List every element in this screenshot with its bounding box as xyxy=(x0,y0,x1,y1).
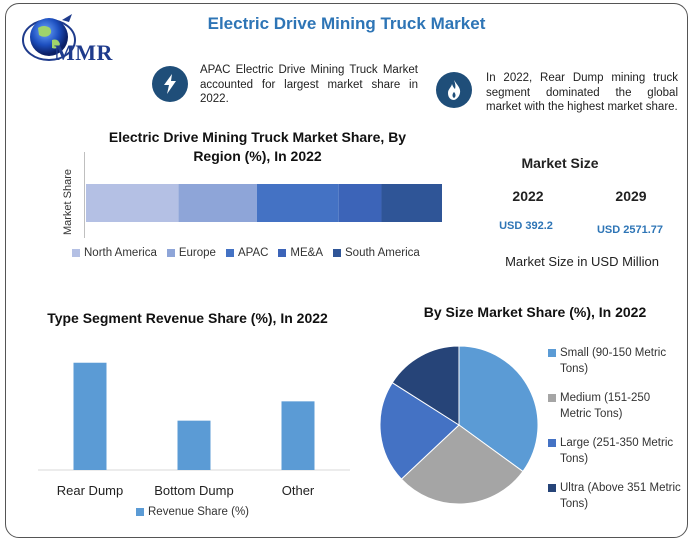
info-rear-dump: In 2022, Rear Dump mining truck segment … xyxy=(486,72,678,113)
region-segment-me-a xyxy=(338,184,382,222)
market-size-year-2022: 2022 xyxy=(512,188,544,204)
legend-swatch xyxy=(225,249,234,257)
market-size-title: Market Size xyxy=(521,155,599,171)
region-legend-item-south-america: South America xyxy=(333,247,420,259)
type-legend-label: Revenue Share (%) xyxy=(148,506,249,518)
region-chart-axis xyxy=(84,152,85,238)
legend-label: Medium (151-250 Metric Tons) xyxy=(560,392,651,420)
legend-swatch xyxy=(548,394,556,402)
legend-swatch xyxy=(278,249,287,257)
pie-legend-item-small: Small (90-150 Metric Tons) xyxy=(548,345,683,377)
legend-swatch xyxy=(548,439,556,447)
region-chart-title: Electric Drive Mining Truck Market Share… xyxy=(108,129,407,164)
legend-swatch xyxy=(72,249,80,257)
legend-swatch xyxy=(166,249,175,257)
region-stacked-bar xyxy=(86,184,442,222)
region-segment-north-america xyxy=(86,184,179,222)
legend-label: APAC xyxy=(237,247,269,259)
globe-icon xyxy=(22,14,76,61)
pie-slice-large xyxy=(379,381,460,480)
legend-label: Ultra (Above 351 Metric Tons) xyxy=(560,482,681,510)
size-pie-chart xyxy=(379,345,539,505)
legend-label: North America xyxy=(84,247,157,259)
pie-slice-medium xyxy=(400,424,524,505)
pie-legend-item-ultra: Ultra (Above 351 Metric Tons) xyxy=(548,480,683,512)
legend-label: Small (90-150 Metric Tons) xyxy=(560,347,667,375)
region-chart-ylabel: Market Share xyxy=(62,168,74,236)
legend-swatch xyxy=(548,349,556,357)
region-segment-europe xyxy=(178,184,257,222)
type-tick-other: Other xyxy=(282,483,315,498)
legend-label: Europe xyxy=(178,247,216,259)
info-apac: APAC Electric Drive Mining Truck Market … xyxy=(200,64,418,105)
legend-label: ME&A xyxy=(290,247,324,259)
type-tick-rear-dump: Rear Dump xyxy=(57,483,123,498)
lightning-icon xyxy=(152,66,188,102)
region-legend-item-me-a: ME&A xyxy=(278,247,323,259)
legend-label: South America xyxy=(345,247,420,259)
pie-legend: Small (90-150 Metric Tons) Medium (151-25… xyxy=(548,345,683,525)
legend-swatch xyxy=(333,249,342,257)
legend-label: Large (251-350 Metric Tons) xyxy=(560,437,674,465)
legend-swatch xyxy=(548,484,556,492)
mmr-logo: MMR xyxy=(14,10,149,68)
region-legend-item-europe: Europe xyxy=(166,247,216,259)
market-size-value-2022: USD 392.2 xyxy=(499,220,553,232)
type-chart-title: Type Segment Revenue Share (%), In 2022 xyxy=(47,310,328,326)
market-size-value-2029: USD 2571.77 xyxy=(596,224,664,236)
page-title: Electric Drive Mining Truck Market xyxy=(207,14,486,33)
region-legend: North America Europe APAC ME&A South America xyxy=(72,247,452,259)
type-tick-bottom-dump: Bottom Dump xyxy=(154,483,233,498)
type-legend: Revenue Share (%) xyxy=(136,506,249,518)
pie-legend-item-medium: Medium (151-250 Metric Tons) xyxy=(548,390,683,422)
pie-slice-ultra xyxy=(391,345,460,426)
page-frame xyxy=(5,3,688,538)
flame-icon xyxy=(436,72,472,108)
market-size-year-2029: 2029 xyxy=(615,188,647,204)
region-segment-apac xyxy=(256,184,339,222)
type-bar-other xyxy=(281,401,315,470)
region-legend-item-north-america: North America xyxy=(72,247,157,259)
type-legend-swatch xyxy=(136,508,144,516)
region-legend-item-apac: APAC xyxy=(225,247,269,259)
type-bar-bottom-dump xyxy=(177,420,211,470)
pie-slice-small xyxy=(458,345,539,473)
logo-text: MMR xyxy=(54,40,113,65)
region-chart-ylabel-wrap: Market Share xyxy=(54,160,74,250)
pie-legend-item-large: Large (251-350 Metric Tons) xyxy=(548,435,683,467)
pie-chart-title: By Size Market Share (%), In 2022 xyxy=(423,304,647,320)
region-segment-south-america xyxy=(381,184,442,222)
market-size-unit: Market Size in USD Million xyxy=(505,254,659,269)
type-bar-chart: Rear Dump Bottom Dump Other xyxy=(38,362,350,498)
type-bar-rear-dump xyxy=(73,362,107,470)
